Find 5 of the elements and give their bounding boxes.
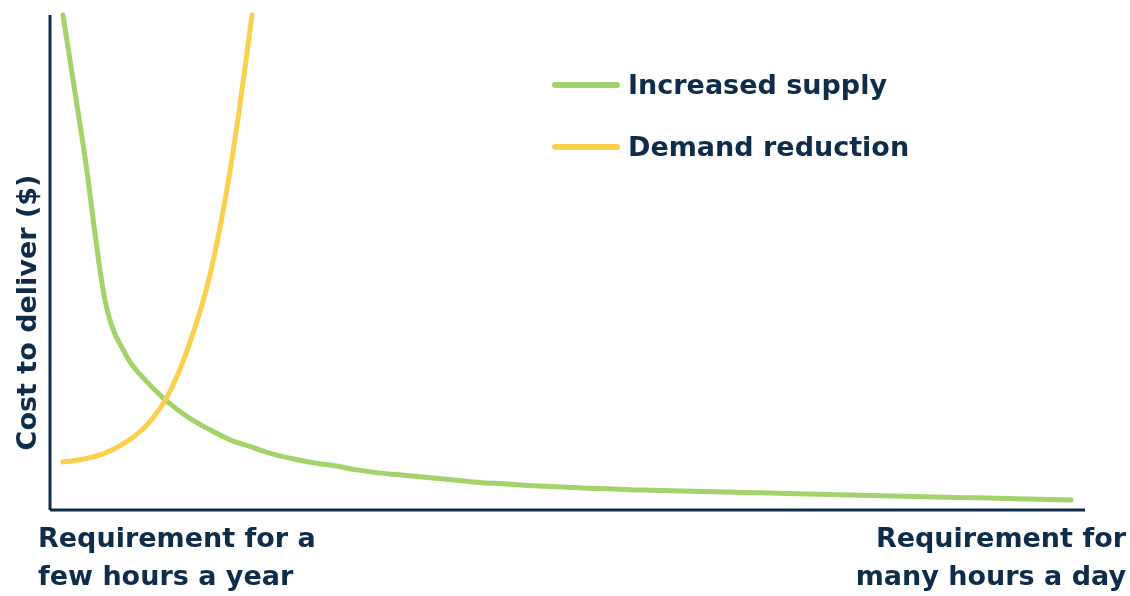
text: Requirement for many hours a day [855,522,1127,591]
text: Requirement for a few hours a year [38,522,316,591]
y-axis-title: Cost to deliver ($) [11,174,42,451]
legend-label: Increased supply [628,69,888,100]
legend-label: Demand reduction [628,131,910,162]
